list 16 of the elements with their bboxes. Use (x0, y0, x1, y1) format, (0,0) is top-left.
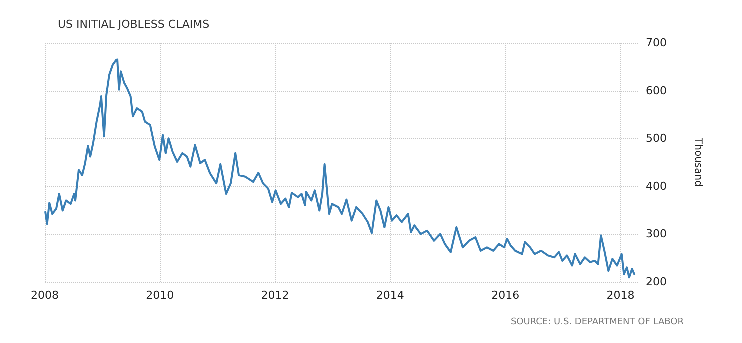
y-axis-title: Thousand (692, 137, 704, 187)
x-tick-label: 2012 (261, 289, 290, 302)
y-tick-label: 600 (646, 84, 667, 98)
y-tick-label: 500 (646, 132, 667, 146)
y-tick-label: 200 (646, 276, 667, 288)
y-tick-label: 400 (646, 180, 667, 193)
line-series (44, 58, 636, 279)
x-tick-label: 2008 (31, 289, 59, 302)
x-tick-label: 2016 (492, 289, 520, 302)
y-tick-label: 700 (646, 36, 667, 50)
x-tick-label: 2018 (606, 289, 635, 302)
source-note: SOURCE: U.S. DEPARTMENT OF LABOR (510, 318, 684, 328)
chart-title: US INITIAL JOBLESS CLAIMS (58, 18, 210, 31)
x-tick-label: 2010 (146, 289, 174, 302)
x-tick-label: 2014 (376, 289, 404, 302)
y-tick-label: 300 (646, 228, 667, 241)
